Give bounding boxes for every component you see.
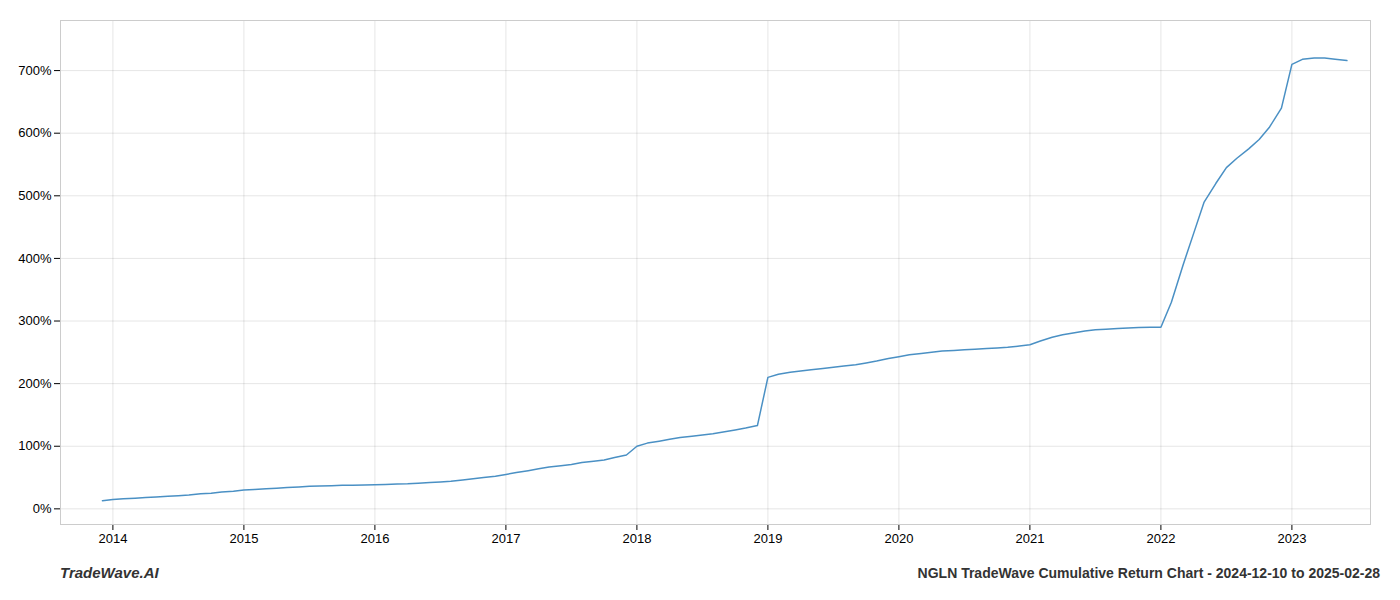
svg-text:2016: 2016 [360,531,389,546]
svg-text:2015: 2015 [229,531,258,546]
svg-text:100%: 100% [18,438,52,453]
svg-text:500%: 500% [18,188,52,203]
svg-text:2023: 2023 [1277,531,1306,546]
svg-text:200%: 200% [18,376,52,391]
svg-text:2017: 2017 [491,531,520,546]
svg-text:2014: 2014 [98,531,127,546]
svg-text:700%: 700% [18,63,52,78]
svg-text:2022: 2022 [1146,531,1175,546]
html-text:TradeWave.AI: TradeWave.AI [60,564,159,581]
html-text:NGLN TradeWave Cumulative Retu: NGLN TradeWave Cumulative Return Chart -… [917,565,1380,581]
svg-text:2021: 2021 [1015,531,1044,546]
svg-text:2019: 2019 [753,531,782,546]
svg-text:600%: 600% [18,125,52,140]
svg-text:0%: 0% [33,501,52,516]
svg-text:300%: 300% [18,313,52,328]
svg-text:2018: 2018 [622,531,651,546]
svg-text:2020: 2020 [884,531,913,546]
svg-text:400%: 400% [18,251,52,266]
